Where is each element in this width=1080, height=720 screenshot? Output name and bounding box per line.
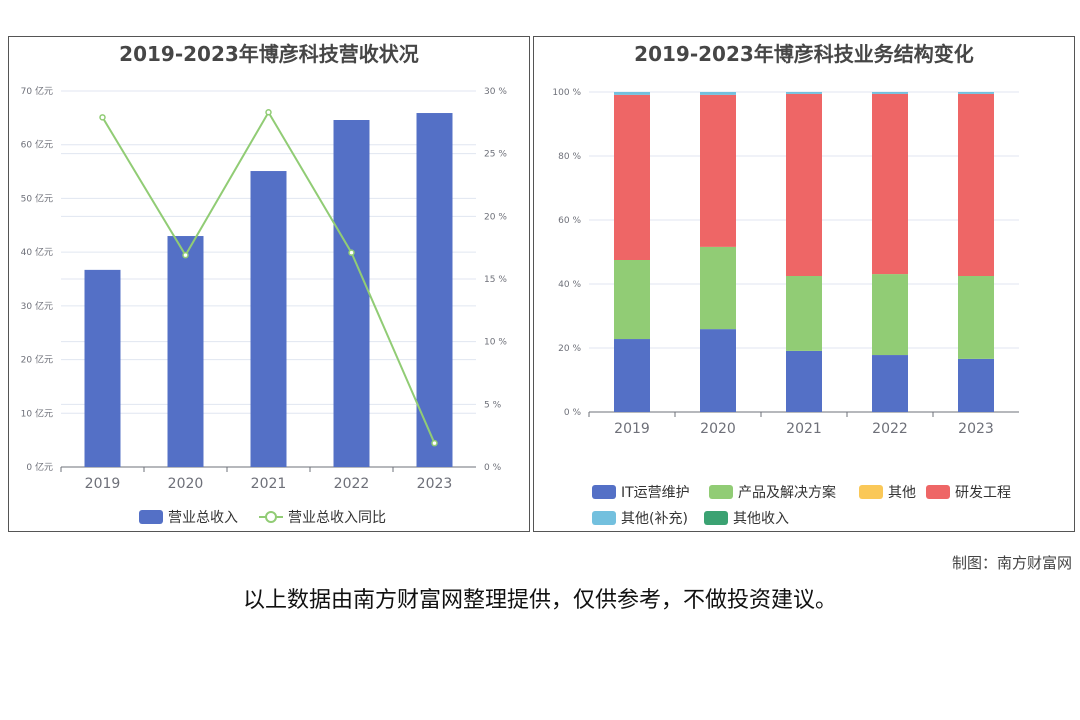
y2-tick-label: 5 %	[484, 400, 502, 410]
bar-revenue-2020	[167, 236, 204, 467]
x-tick-label: 2022	[334, 476, 370, 492]
x-tick-label: 2020	[168, 476, 204, 492]
x-tick-label: 2021	[786, 421, 822, 437]
bar-revenue-2022	[333, 120, 370, 468]
x-tick-label: 2019	[614, 421, 650, 437]
bar-segment-其他(补充)-2023	[958, 92, 994, 94]
revenue-chart-panel: 2019-2023年博彦科技营收状况 0 亿元 10 亿元 20 亿元 30 亿元 40 …	[8, 36, 530, 532]
y-tick-label: 20 %	[558, 344, 581, 354]
bar-segment-产品及解决方案-2021	[786, 276, 822, 351]
bar-segment-研发工程-2022	[872, 93, 908, 275]
y-tick-label: 60 %	[558, 216, 581, 226]
legend-marker-yoy	[265, 511, 277, 523]
y-tick-label: 0 %	[564, 408, 582, 418]
bar-segment-IT运营维护-2019	[614, 339, 650, 412]
x-tick-label: 2020	[700, 421, 736, 437]
y-tick-label: 80 %	[558, 152, 581, 162]
point-yoy-2021	[265, 109, 272, 116]
y2-tick-label: 15 %	[484, 275, 507, 285]
y-tick-label: 0 亿元	[26, 461, 53, 473]
x-tick-label: 2022	[872, 421, 908, 437]
y-tick-label: 70 亿元	[21, 85, 53, 97]
chart-credit: 制图：南方财富网	[951, 554, 1072, 572]
point-yoy-2019	[99, 114, 106, 121]
y-tick-label: 60 亿元	[21, 139, 53, 151]
y-tick-label: 40 亿元	[21, 246, 53, 258]
legend-label: 研发工程	[955, 485, 1011, 501]
bar-segment-研发工程-2020	[700, 94, 736, 247]
structure-chart-panel: 2019-2023年博彦科技业务结构变化 0 % 20 % 40 % 60 % 80 % 1…	[533, 36, 1075, 532]
bar-segment-产品及解决方案-2020	[700, 246, 736, 330]
legend-swatch-revenue	[139, 510, 163, 524]
y2-tick-label: 30 %	[484, 87, 507, 97]
bar-revenue-2019	[84, 269, 121, 467]
x-tick-label: 2023	[958, 421, 994, 437]
legend-label: 其他(补充)	[621, 511, 688, 527]
legend-label: 其他	[888, 485, 916, 501]
bar-segment-研发工程-2021	[786, 93, 822, 276]
legend-swatch	[926, 485, 950, 499]
bar-segment-产品及解决方案-2022	[872, 274, 908, 356]
legend-swatch	[704, 511, 728, 525]
legend-label-revenue: 营业总收入	[168, 510, 238, 526]
y-tick-label: 100 %	[552, 88, 581, 98]
x-tick-label: 2021	[251, 476, 287, 492]
y2-tick-label: 10 %	[484, 338, 507, 348]
bar-segment-其他(补充)-2020	[700, 92, 736, 95]
legend-label: 产品及解决方案	[738, 484, 836, 501]
legend-label: IT运营维护	[621, 485, 690, 501]
bar-segment-其他(补充)-2019	[614, 92, 650, 95]
chart-title: 2019-2023年博彦科技业务结构变化	[634, 42, 974, 66]
legend-swatch	[709, 485, 733, 499]
bar-segment-研发工程-2023	[958, 93, 994, 276]
point-yoy-2023	[431, 439, 438, 447]
legend-swatch	[859, 485, 883, 499]
y-tick-label: 40 %	[558, 280, 581, 290]
chart-title: 2019-2023年博彦科技营收状况	[119, 42, 419, 66]
point-yoy-2022	[348, 249, 355, 256]
y-tick-label: 50 亿元	[21, 192, 53, 204]
legend-swatch	[592, 511, 616, 525]
disclaimer-note: 以上数据由南方财富网整理提供，仅供参考，不做投资建议。	[242, 588, 837, 613]
y-tick-label: 10 亿元	[21, 407, 53, 419]
point-yoy-2020	[182, 251, 189, 259]
y2-tick-label: 25 %	[484, 150, 507, 160]
bar-segment-产品及解决方案-2023	[958, 276, 994, 359]
y-tick-label: 20 亿元	[21, 354, 53, 366]
bar-segment-研发工程-2019	[614, 94, 650, 260]
bar-segment-其他(补充)-2021	[786, 92, 822, 94]
structure-chart: 2019-2023年博彦科技业务结构变化 0 % 20 % 40 % 60 % 80 % 1…	[552, 42, 1019, 527]
legend-swatch	[592, 485, 616, 499]
bar-segment-IT运营维护-2020	[700, 329, 736, 412]
bar-segment-其他(补充)-2022	[872, 92, 908, 94]
y2-tick-label: 0 %	[484, 463, 502, 473]
bar-revenue-2021	[250, 171, 287, 467]
bar-segment-IT运营维护-2021	[786, 350, 822, 412]
revenue-chart: 2019-2023年博彦科技营收状况 0 亿元 10 亿元 20 亿元 30 亿元 40 …	[21, 42, 508, 526]
bar-segment-产品及解决方案-2019	[614, 260, 650, 340]
bar-revenue-2023	[416, 113, 453, 467]
bar-segment-IT运营维护-2022	[872, 355, 908, 412]
x-tick-label: 2019	[85, 476, 121, 492]
bar-segment-IT运营维护-2023	[958, 358, 994, 412]
legend-label: 其他收入	[733, 511, 789, 527]
y2-tick-label: 20 %	[484, 212, 507, 222]
x-tick-label: 2023	[417, 476, 453, 492]
y-tick-label: 30 亿元	[21, 300, 53, 312]
legend-label-yoy: 营业总收入同比	[288, 510, 386, 526]
